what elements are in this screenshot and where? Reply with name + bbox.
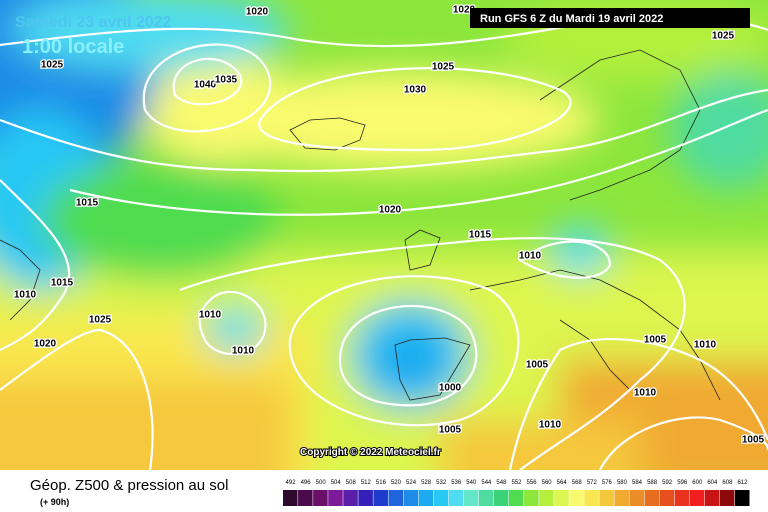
isobar-label: 1040 — [194, 80, 217, 91]
scale-swatch — [358, 490, 373, 506]
isobar-label: 1015 — [51, 278, 74, 289]
scale-label: 556 — [527, 480, 538, 486]
scale-label: 580 — [617, 480, 628, 486]
scale-label: 572 — [587, 480, 598, 486]
isobar-label: 1000 — [439, 383, 462, 394]
scale-swatch — [328, 490, 343, 506]
isobar-label: 1020 — [379, 205, 402, 216]
scale-label: 528 — [421, 480, 432, 486]
scale-label: 560 — [542, 480, 553, 486]
scale-label: 548 — [496, 480, 507, 486]
isobar-label: 1020 — [246, 7, 269, 18]
isobar-label: 1025 — [432, 62, 455, 73]
scale-swatch — [734, 490, 750, 506]
isobar-label: 1025 — [712, 31, 735, 42]
scale-swatch — [599, 490, 614, 506]
run-box — [470, 8, 750, 28]
isobar-label: 1005 — [742, 435, 765, 446]
scale-swatch — [403, 490, 419, 506]
scale-label: 564 — [557, 480, 568, 486]
scale-label: 600 — [692, 480, 703, 486]
scale-label: 512 — [361, 480, 372, 486]
isobar-label: 1020 — [34, 339, 57, 350]
scale-swatch — [418, 490, 434, 506]
isobar-label: 1010 — [199, 310, 222, 321]
scale-swatch — [719, 490, 735, 506]
scale-swatch — [283, 490, 298, 506]
coastlines — [0, 49, 721, 401]
isobar-label: 1025 — [89, 315, 112, 326]
scale-label: 520 — [391, 480, 402, 486]
scale-swatch — [569, 490, 584, 506]
scale-label: 532 — [436, 480, 447, 486]
isobar-label: 1005 — [644, 335, 667, 346]
scale-swatch — [614, 490, 629, 506]
scale-swatch — [463, 490, 479, 506]
scale-label: 588 — [647, 480, 658, 486]
scale-label: 592 — [662, 480, 673, 486]
scale-swatch — [629, 490, 645, 506]
scale-label: 552 — [511, 480, 522, 486]
forecast-time: 1:00 locale — [22, 36, 124, 58]
isobar-label: 1010 — [634, 388, 657, 399]
scale-swatch — [689, 490, 705, 506]
run-info: Run GFS 6 Z du Mardi 19 avril 2022 — [480, 13, 663, 25]
isobar-label: 1010 — [232, 346, 255, 357]
copyright: Copyright © 2022 Meteociel.fr — [300, 447, 441, 458]
scale-swatch — [343, 490, 358, 506]
isobar-label: 1010 — [694, 340, 717, 351]
isobar-label: 1010 — [539, 420, 562, 431]
scale-label: 596 — [677, 480, 688, 486]
scale-label: 608 — [722, 480, 733, 486]
scale-swatch — [659, 490, 675, 506]
scale-swatch — [524, 490, 539, 506]
scale-swatch — [674, 490, 690, 506]
isobar-label: 1010 — [519, 251, 542, 262]
isobar-label: 1015 — [76, 198, 99, 209]
scale-swatch — [539, 490, 554, 506]
scale-swatch — [313, 490, 328, 506]
scale-label: 612 — [737, 480, 748, 486]
scale-swatch — [373, 490, 388, 506]
isobar-label: 1015 — [469, 230, 492, 241]
scale-swatch — [433, 490, 449, 506]
scale-label: 584 — [632, 480, 643, 486]
scale-label: 568 — [572, 480, 583, 486]
color-scale: 492 496 500 504 508 512 516 520 524 528 532 536 540 5… — [283, 480, 750, 506]
scale-swatch — [448, 490, 464, 506]
scale-label: 492 — [286, 480, 297, 486]
footer-lead: (+ 90h) — [40, 497, 69, 507]
scale-swatch — [478, 490, 494, 506]
forecast-date: Samedi 23 avril 2022 — [15, 14, 172, 31]
scale-label: 540 — [466, 480, 477, 486]
scale-label: 508 — [346, 480, 357, 486]
isobar-label: 1025 — [41, 60, 64, 71]
scale-label: 536 — [451, 480, 462, 486]
scale-swatch — [584, 490, 599, 506]
scale-swatch — [554, 490, 569, 506]
scale-swatch — [388, 490, 404, 506]
isobar-label: 1030 — [404, 85, 427, 96]
isobar-label: 1005 — [526, 360, 549, 371]
scale-label: 504 — [331, 480, 342, 486]
scale-label: 496 — [301, 480, 312, 486]
scale-label: 576 — [602, 480, 613, 486]
scale-swatch — [704, 490, 720, 506]
scale-swatch — [644, 490, 660, 506]
scale-label: 524 — [406, 480, 417, 486]
scale-label: 604 — [707, 480, 718, 486]
scale-swatch — [298, 490, 313, 506]
footer-title: Géop. Z500 & pression au sol — [30, 477, 228, 494]
scale-label: 500 — [316, 480, 327, 486]
isobar-label: 1005 — [439, 425, 462, 436]
isobar-label: 1010 — [14, 290, 37, 301]
scale-swatch — [493, 490, 509, 506]
scale-label: 516 — [376, 480, 387, 486]
scale-swatch — [508, 490, 524, 506]
isobar-label: 1035 — [215, 75, 238, 86]
scale-label: 544 — [481, 480, 492, 486]
